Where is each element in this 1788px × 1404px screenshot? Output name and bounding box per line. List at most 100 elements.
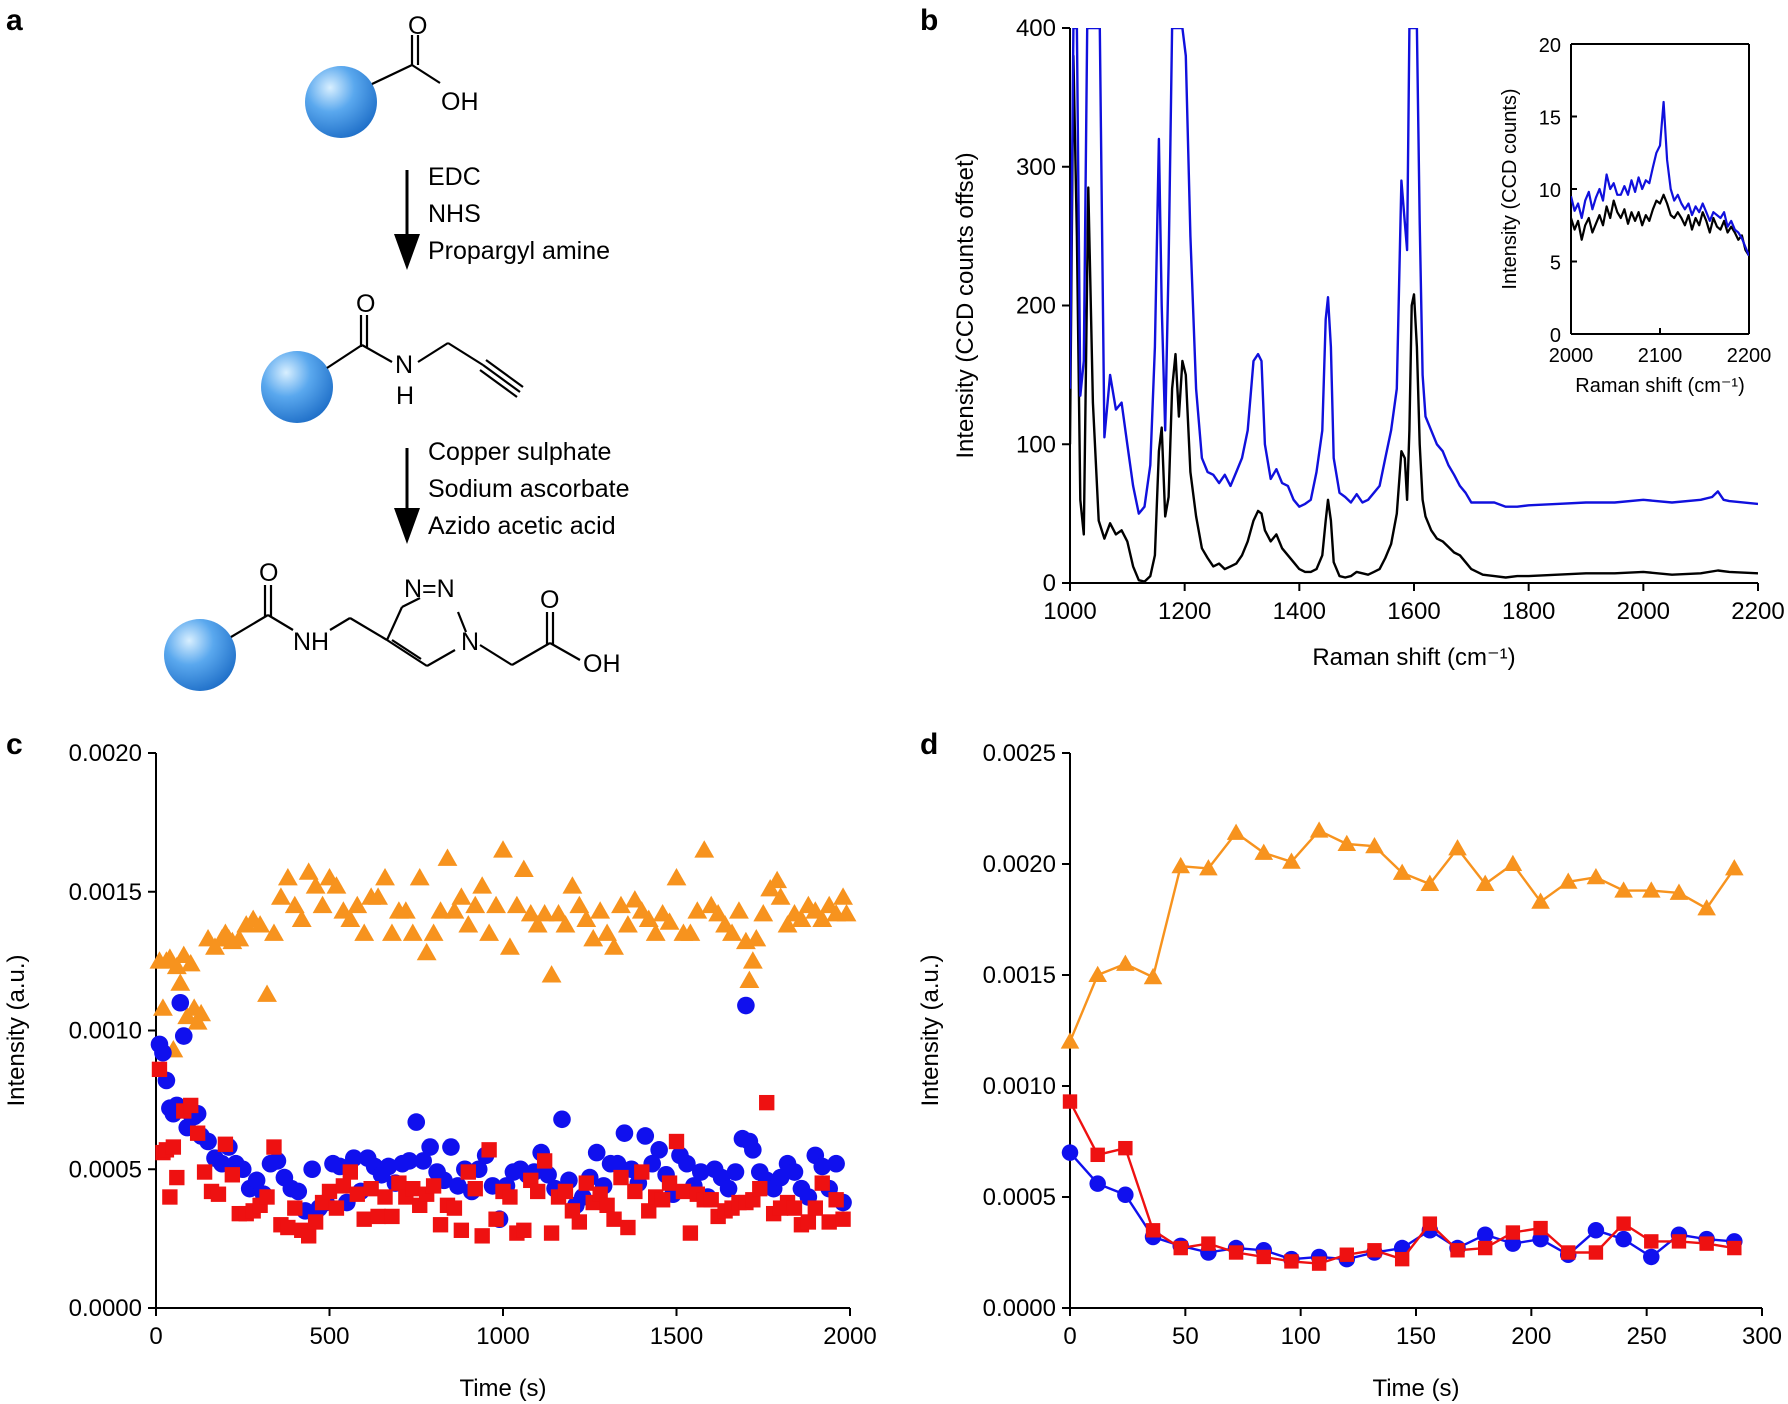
data-point-triangle: [1641, 881, 1661, 898]
bead-1: [305, 66, 377, 138]
y-tick-label: 0.0000: [69, 1295, 142, 1322]
data-point-square: [259, 1189, 275, 1205]
data-point-circle: [442, 1138, 460, 1156]
data-point-circle: [421, 1138, 439, 1156]
data-point-triangle: [1531, 892, 1550, 909]
data-point-square: [183, 1097, 199, 1114]
y-tick-label: 0.0020: [69, 740, 142, 767]
data-point-circle: [539, 1166, 557, 1184]
y-tick-label: 0.0020: [983, 851, 1056, 878]
data-point-triangle: [170, 973, 191, 991]
data-point-triangle: [1254, 843, 1274, 860]
data-point-circle: [650, 1141, 668, 1159]
data-point-triangle: [1503, 854, 1523, 871]
data-point-circle: [171, 993, 190, 1012]
data-point-square: [1311, 1256, 1327, 1271]
data-point-triangle: [1558, 872, 1578, 889]
data-point-square: [682, 1225, 699, 1241]
atom-N: N: [461, 628, 479, 656]
data-point-square: [1062, 1094, 1078, 1109]
data-point-triangle: [451, 887, 472, 905]
data-point-square: [821, 1214, 837, 1230]
data-point-triangle: [257, 984, 277, 1002]
raman-spectrum-chart: 1000 1200 1400 1600 1800 2000 2200010020030040…: [952, 15, 1785, 671]
data-point-circle: [1587, 1222, 1605, 1239]
y-tick-label: 100: [1016, 431, 1056, 458]
data-point-square: [356, 1211, 372, 1227]
data-point-square: [786, 1200, 803, 1216]
inset-line-blue: [1571, 100, 1749, 257]
data-point-triangle: [284, 895, 305, 914]
atom-N: N: [395, 351, 413, 379]
y-axis-label: Intensity (CCD counts): [1499, 88, 1521, 289]
inset-chart: 2000 2100 2200 0 5 10 15 20 Raman shift (cm⁻¹) In…: [1499, 35, 1771, 397]
x-tick-label: 50: [1172, 1323, 1199, 1350]
data-point-square: [1339, 1247, 1354, 1262]
data-point-triangle: [583, 929, 604, 947]
data-point-square: [363, 1180, 379, 1197]
data-point-circle: [268, 1152, 287, 1170]
atom-O: O: [259, 559, 278, 587]
y-tick-label: 0.0000: [983, 1295, 1056, 1322]
y-tick-label: 20: [1539, 35, 1561, 57]
data-point-square: [571, 1214, 588, 1230]
data-point-square: [321, 1183, 338, 1200]
y-tick-label: 200: [1016, 293, 1056, 320]
x-tick-label: 1000: [476, 1323, 529, 1350]
x-tick-label: 200: [1511, 1323, 1551, 1350]
x-axis-label: Time (s): [1372, 1375, 1459, 1402]
x-tick-label: 2000: [1549, 345, 1594, 367]
data-point-triangle: [729, 901, 749, 919]
data-point-circle: [303, 1160, 321, 1179]
data-point-triangle: [666, 867, 687, 886]
data-point-triangle: [493, 840, 513, 858]
data-point-triangle: [458, 915, 479, 933]
x-axis-label: Raman shift (cm⁻¹): [1312, 644, 1515, 671]
data-point-triangle: [1725, 859, 1744, 876]
reagent-propargyl-amine: Propargyl amine: [428, 237, 610, 265]
data-point-triangle: [1060, 1032, 1080, 1049]
data-point-square: [1118, 1140, 1133, 1156]
atom-H: H: [396, 382, 414, 410]
y-tick-label: 0.0005: [69, 1156, 142, 1183]
data-point-square: [342, 1164, 358, 1180]
y-tick-label: 0.0010: [69, 1018, 142, 1045]
data-point-square: [543, 1225, 560, 1241]
data-point-triangle: [527, 915, 548, 933]
data-point-square: [1505, 1225, 1521, 1240]
data-point-triangle: [486, 895, 506, 914]
data-point-square: [1145, 1223, 1161, 1238]
data-point-square: [446, 1200, 463, 1216]
data-point-square: [196, 1164, 213, 1180]
spectrum-line-blue: [1070, 28, 1758, 515]
data-point-circle: [400, 1152, 419, 1170]
data-point-square: [453, 1222, 470, 1238]
x-tick-label: 2200: [1727, 345, 1772, 367]
bead-3: [164, 619, 236, 691]
data-point-square: [578, 1175, 594, 1191]
data-point-square: [634, 1164, 650, 1180]
data-point-triangle: [687, 901, 708, 919]
data-point-circle: [344, 1149, 363, 1167]
x-tick-label: 2100: [1638, 345, 1683, 367]
data-point-triangle: [1143, 967, 1163, 985]
reagent-sodium-ascorbate: Sodium ascorbate: [428, 475, 630, 503]
data-point-square: [613, 1169, 629, 1186]
data-point-triangle: [1365, 836, 1384, 854]
y-tick-label: 0.0025: [983, 740, 1056, 767]
data-point-triangle: [191, 1003, 212, 1022]
reaction-scheme: [164, 35, 581, 691]
data-point-circle: [744, 1141, 762, 1159]
atom-NH: NH: [293, 628, 329, 656]
data-point-triangle: [153, 998, 173, 1016]
y-tick-label: 5: [1550, 253, 1561, 275]
x-tick-label: 1400: [1273, 598, 1326, 625]
y-tick-label: 0.0015: [69, 879, 142, 906]
panel-label-d: d: [920, 728, 938, 761]
data-point-triangle: [694, 840, 715, 858]
x-tick-label: 1800: [1502, 598, 1555, 625]
x-tick-label: 250: [1627, 1323, 1667, 1350]
y-tick-label: 0.0015: [983, 962, 1056, 989]
data-point-triangle: [722, 923, 742, 941]
